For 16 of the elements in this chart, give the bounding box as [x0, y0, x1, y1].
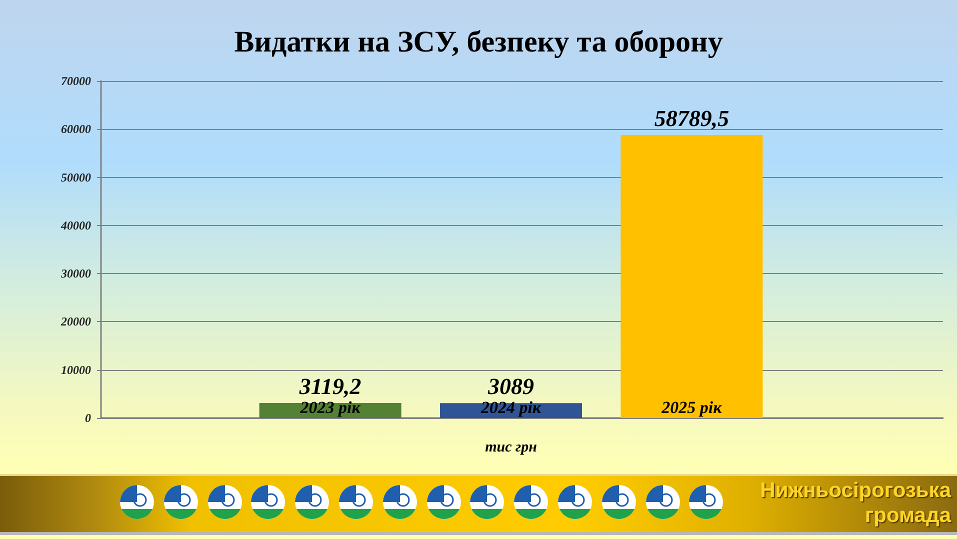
data-label: 3089	[487, 374, 534, 400]
y-tick-label: 30000	[60, 266, 91, 281]
x-tick-label: 2023 рік	[299, 398, 361, 417]
y-tick-label: 60000	[61, 122, 91, 136]
x-tick-label: 2024 рік	[480, 398, 542, 417]
y-tick-label: 40000	[60, 218, 91, 232]
chart-title: Видатки на ЗСУ, безпеку та оборону	[234, 26, 723, 58]
x-axis-title: тис грн	[485, 440, 537, 456]
y-tick-label: 20000	[60, 314, 91, 329]
y-tick-label: 0	[85, 411, 91, 425]
x-tick-label: 2025 рік	[660, 398, 722, 417]
data-label: 3119,2	[298, 374, 362, 399]
y-tick-label: 50000	[61, 170, 91, 184]
y-tick-label: 70000	[61, 74, 91, 88]
data-label: 58789,5	[654, 106, 730, 131]
y-tick-label: 10000	[61, 362, 91, 377]
